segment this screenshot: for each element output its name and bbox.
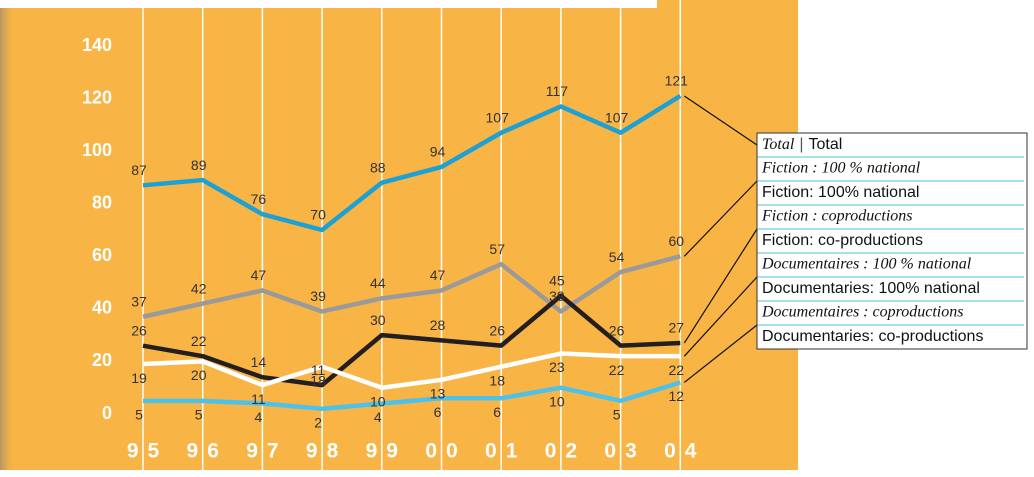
- series-line: [142, 254, 681, 319]
- legend-name: Documentaires : 100 % national: [761, 256, 972, 273]
- legend-leader: [683, 228, 758, 344]
- data-label: 18: [489, 372, 505, 388]
- x-tick-label: 00: [425, 440, 466, 463]
- y-tick-label: 40: [92, 298, 112, 318]
- shadow: [0, 8, 16, 470]
- data-label: 30: [370, 312, 386, 328]
- data-label: 2: [314, 414, 322, 430]
- series-line: [142, 351, 681, 390]
- y-tick-label: 140: [82, 35, 112, 55]
- data-label: 39: [310, 288, 326, 304]
- y-tick-label: 60: [92, 245, 112, 265]
- data-label: 121: [665, 73, 689, 89]
- x-tick-label: 02: [545, 440, 586, 463]
- data-label: 57: [489, 241, 505, 257]
- data-label: 13: [430, 386, 446, 402]
- data-label: 87: [131, 162, 147, 178]
- data-label: 47: [251, 267, 267, 283]
- x-tick-label: 96: [187, 440, 228, 463]
- data-label: 22: [191, 333, 207, 349]
- data-label: 27: [669, 320, 685, 336]
- data-label: 5: [613, 407, 621, 423]
- data-label: 14: [251, 354, 267, 370]
- legend-leader: [683, 276, 758, 357]
- data-label: 11: [251, 391, 266, 407]
- data-label: 5: [135, 407, 143, 423]
- legend-name: Total: [762, 136, 795, 153]
- data-label: 12: [669, 388, 685, 404]
- y-tick-label: 120: [82, 87, 112, 107]
- data-label: 11: [311, 362, 326, 378]
- data-label: 45: [549, 272, 565, 288]
- data-label: 47: [430, 267, 446, 283]
- data-label: 76: [251, 191, 267, 207]
- legend-name: Documentaires : coproductions: [761, 304, 963, 321]
- y-tick-label: 100: [82, 140, 112, 160]
- legend-name: Fiction : coproductions: [761, 208, 913, 225]
- x-tick-label: 99: [366, 440, 407, 463]
- data-label: 20: [191, 367, 207, 383]
- legend-name-en: Fiction: co-productions: [762, 232, 923, 249]
- series-line: [142, 293, 681, 388]
- legend-name-en: Fiction: 100% national: [762, 184, 919, 201]
- legend-name-en: Total: [808, 136, 842, 153]
- data-label: 4: [255, 409, 263, 425]
- data-label: 94: [430, 144, 446, 160]
- legend-name: Fiction : 100 % national: [761, 160, 921, 177]
- data-label: 60: [669, 233, 685, 249]
- data-label: 6: [434, 404, 442, 420]
- data-label: 4: [374, 409, 382, 425]
- data-label: 42: [191, 280, 207, 296]
- data-label: 26: [609, 322, 625, 338]
- data-label: 28: [430, 317, 446, 333]
- data-label: 117: [546, 83, 569, 99]
- data-label: 22: [609, 362, 625, 378]
- data-label: 18: [310, 372, 326, 388]
- x-tick-label: 04: [664, 440, 705, 463]
- data-label: 6: [493, 404, 501, 420]
- y-tick-label: 80: [92, 192, 112, 212]
- legend-leader: [683, 95, 758, 146]
- x-tick-label: 95: [127, 440, 168, 463]
- data-label: 39: [549, 288, 565, 304]
- data-label: 107: [486, 109, 510, 125]
- legend-separator: |: [799, 136, 803, 153]
- x-tick-label: 03: [604, 440, 645, 463]
- x-tick-label: 98: [306, 440, 347, 463]
- legend-box: [756, 132, 1028, 350]
- legend-box: [756, 132, 1028, 350]
- data-label: 23: [549, 359, 565, 375]
- data-label: 70: [310, 207, 326, 223]
- legend-leader: [683, 324, 758, 383]
- data-label: 22: [669, 362, 685, 378]
- data-label: 89: [191, 157, 207, 173]
- x-tick-label: 97: [246, 440, 287, 463]
- plot-background: [0, 8, 798, 470]
- data-label: 5: [195, 407, 203, 423]
- legend-name-en: Documentaries: 100% national: [762, 280, 980, 297]
- data-label: 26: [489, 322, 505, 338]
- legend-entry: Total | Total: [762, 136, 842, 154]
- data-label: 26: [131, 322, 147, 338]
- y-tick-label: 20: [92, 350, 112, 370]
- y-tick-label: 0: [102, 403, 112, 423]
- legend-name-en: Documentaries: co-productions: [762, 328, 983, 345]
- tab: [657, 0, 798, 10]
- data-label: 10: [549, 393, 565, 409]
- data-label: 88: [370, 159, 386, 175]
- data-label: 54: [609, 249, 625, 265]
- data-label: 107: [605, 109, 629, 125]
- series-line: [143, 380, 681, 411]
- data-label: 37: [131, 293, 147, 309]
- data-label: 44: [370, 275, 386, 291]
- data-label: 19: [131, 370, 147, 386]
- data-label: 10: [370, 393, 386, 409]
- series-line: [142, 94, 682, 233]
- x-tick-label: 01: [485, 440, 526, 463]
- legend-leader: [683, 180, 758, 257]
